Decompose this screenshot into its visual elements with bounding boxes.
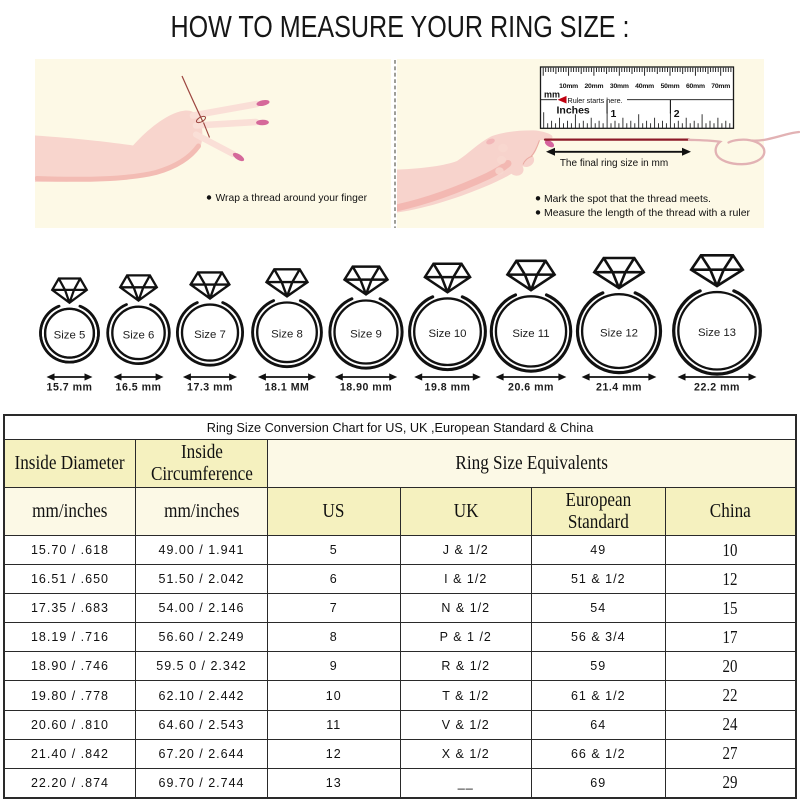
- svg-text:Size 12: Size 12: [600, 328, 638, 340]
- svg-text:Measure the length of the thre: Measure the length of the thread with a …: [544, 207, 751, 219]
- svg-text:2: 2: [674, 108, 680, 120]
- svg-text:40mm: 40mm: [635, 83, 654, 90]
- svg-text:19.8 mm: 19.8 mm: [425, 381, 471, 393]
- svg-text:Size 7: Size 7: [194, 329, 226, 341]
- svg-text:21.4 mm: 21.4 mm: [596, 381, 642, 393]
- svg-text:18.1 MM: 18.1 MM: [265, 381, 310, 393]
- svg-text:10mm: 10mm: [559, 83, 578, 90]
- svg-text:Size 6: Size 6: [123, 329, 155, 341]
- svg-text:16.5 mm: 16.5 mm: [116, 381, 162, 393]
- svg-text:Size 10: Size 10: [429, 328, 467, 340]
- svg-text:Size 11: Size 11: [512, 328, 549, 340]
- svg-text:50mm: 50mm: [661, 83, 680, 90]
- svg-text:1: 1: [611, 108, 617, 120]
- svg-text:22.2 mm: 22.2 mm: [694, 381, 740, 393]
- svg-text:Ruler starts here.: Ruler starts here.: [568, 96, 623, 105]
- svg-text:Inches: Inches: [557, 105, 590, 117]
- svg-text:17.3 mm: 17.3 mm: [187, 381, 233, 393]
- svg-text:20mm: 20mm: [584, 83, 603, 90]
- svg-text:Mark the spot that the thread: Mark the spot that the thread meets.: [544, 194, 711, 205]
- svg-text:mm: mm: [544, 90, 560, 100]
- svg-text:Size 5: Size 5: [54, 330, 86, 342]
- svg-text:70mm: 70mm: [711, 83, 730, 90]
- svg-text:Size 13: Size 13: [698, 327, 736, 339]
- svg-text:60mm: 60mm: [686, 83, 705, 90]
- svg-text:Wrap a thread around your fing: Wrap a thread around your finger: [216, 193, 368, 204]
- svg-text:The final ring size in mm: The final ring size in mm: [560, 158, 668, 169]
- svg-text:Size 9: Size 9: [350, 328, 382, 340]
- svg-text:Size 8: Size 8: [271, 329, 303, 341]
- svg-text:15.7 mm: 15.7 mm: [47, 381, 93, 393]
- svg-text:30mm: 30mm: [610, 83, 629, 90]
- svg-text:20.6 mm: 20.6 mm: [508, 381, 554, 393]
- svg-text:18.90 mm: 18.90 mm: [340, 381, 392, 393]
